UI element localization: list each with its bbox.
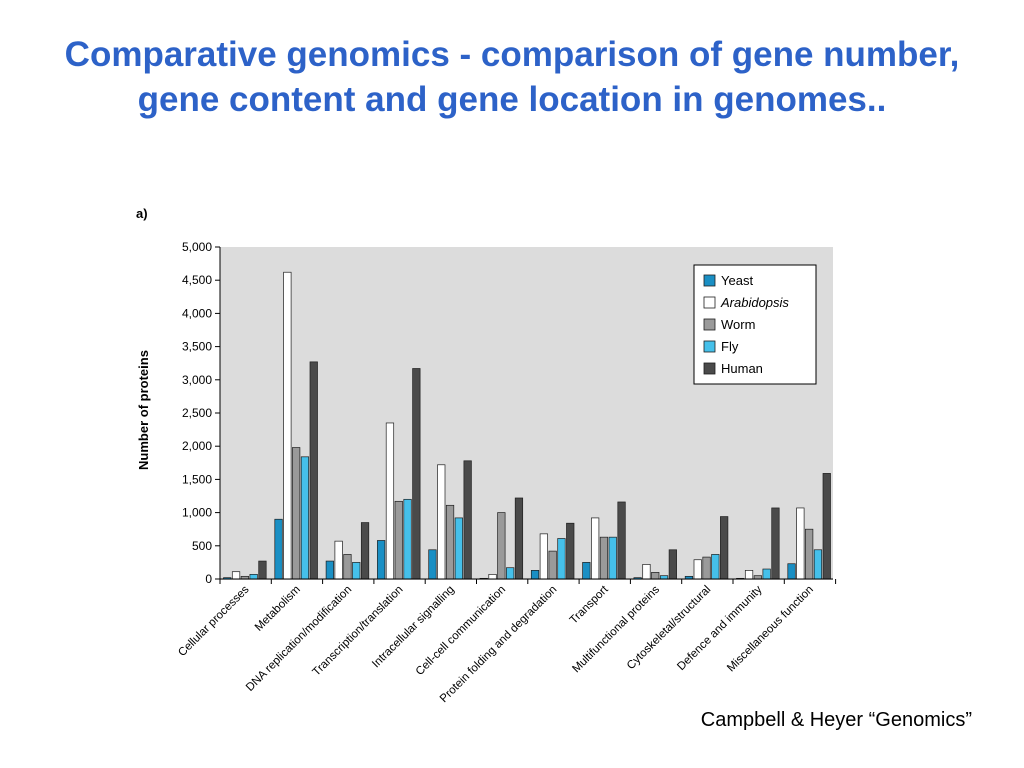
- bar-human-3: [412, 368, 421, 580]
- x-category-label: Multifunctional proteins: [570, 583, 662, 675]
- bar-fly-3: [403, 498, 412, 580]
- bar-arabidopsis-11: [796, 507, 805, 580]
- bar-human-6: [566, 522, 575, 580]
- bar-worm-2: [343, 554, 352, 580]
- slide-title: Comparative genomics - comparison of gen…: [64, 35, 960, 119]
- bar-yeast-4: [428, 549, 437, 580]
- legend-label-arabidopsis: Arabidopsis: [720, 295, 789, 310]
- y-tick-label: 500: [192, 539, 212, 553]
- bar-yeast-3: [377, 540, 386, 580]
- bar-fly-7: [608, 536, 617, 580]
- bar-yeast-7: [582, 562, 591, 580]
- bar-human-1: [309, 361, 318, 580]
- y-tick-label: 3,500: [182, 340, 212, 354]
- legend-swatch-human: [703, 362, 716, 375]
- bar-fly-4: [454, 517, 463, 580]
- x-category-label: Transcription/translation: [311, 584, 406, 679]
- bar-fly-9: [711, 554, 720, 580]
- x-category-label: Miscellaneous function: [725, 584, 816, 675]
- y-axis-label: Number of proteins: [136, 350, 151, 470]
- credit-text: Campbell & Heyer “Genomics”: [700, 709, 972, 731]
- bar-human-9: [720, 516, 729, 580]
- bar-worm-3: [394, 500, 403, 580]
- bar-arabidopsis-4: [437, 464, 446, 580]
- panel-label: a): [136, 206, 148, 221]
- bar-arabidopsis-0: [231, 571, 241, 580]
- legend-swatch-worm: [703, 318, 716, 331]
- bar-human-8: [668, 549, 677, 580]
- x-category-label: Cytoskeletal/structural: [625, 584, 713, 672]
- bar-arabidopsis-8: [642, 564, 651, 580]
- bar-arabidopsis-6: [539, 533, 548, 580]
- y-tick-label: 4,500: [182, 273, 212, 287]
- x-category-label: Cell-cell communication: [414, 584, 508, 678]
- bar-fly-5: [506, 567, 515, 580]
- bar-worm-7: [599, 536, 609, 580]
- legend-label-worm: Worm: [721, 317, 755, 332]
- bar-arabidopsis-5: [488, 573, 497, 580]
- y-tick-label: 1,000: [182, 506, 212, 520]
- bar-fly-10: [762, 568, 771, 580]
- bar-human-4: [463, 460, 472, 580]
- bar-worm-1: [292, 447, 301, 580]
- legend-swatch-yeast: [703, 274, 716, 287]
- y-tick-label: 4,000: [182, 306, 212, 320]
- x-category-label: Defence and immunity: [675, 583, 765, 673]
- bar-worm-11: [805, 528, 814, 580]
- y-tick-label: 0: [205, 572, 212, 586]
- bar-yeast-11: [787, 563, 796, 580]
- y-tick-label: 2,500: [182, 406, 212, 420]
- bar-human-7: [617, 501, 626, 580]
- bar-human-2: [360, 522, 370, 580]
- bar-fly-1: [300, 456, 310, 580]
- legend-swatch-arabidopsis: [703, 296, 716, 309]
- bar-arabidopsis-9: [693, 559, 702, 580]
- legend-label-yeast: Yeast: [721, 273, 753, 288]
- bar-arabidopsis-1: [283, 271, 292, 580]
- bar-fly-0: [249, 573, 258, 580]
- x-category-label: Transport: [568, 583, 612, 627]
- bar-worm-6: [548, 550, 557, 580]
- bars-layer: [223, 271, 831, 580]
- bar-human-10: [771, 507, 780, 580]
- bar-arabidopsis-3: [385, 422, 395, 580]
- bar-human-0: [258, 560, 267, 580]
- bar-fly-11: [813, 549, 823, 580]
- legend-swatch-fly: [703, 340, 716, 353]
- bar-worm-4: [445, 504, 455, 580]
- x-category-label: DNA replication/modification: [244, 584, 354, 694]
- y-tick-label: 5,000: [182, 240, 212, 254]
- bar-human-11: [822, 473, 831, 580]
- x-category-label: Protein folding and degradation: [438, 584, 560, 706]
- x-category-label: Metabolism: [253, 584, 303, 634]
- legend-label-fly: Fly: [721, 339, 739, 354]
- bar-arabidopsis-2: [334, 540, 343, 580]
- bar-arabidopsis-10: [744, 570, 754, 580]
- bar-fly-2: [352, 562, 361, 580]
- bar-arabidopsis-7: [591, 517, 600, 580]
- bar-yeast-1: [274, 518, 283, 580]
- legend-label-human: Human: [721, 361, 763, 376]
- y-tick-label: 1,500: [182, 472, 212, 486]
- legend: Yeast Arabidopsis Worm Fly Human: [693, 264, 817, 385]
- bar-yeast-6: [530, 570, 540, 580]
- y-tick-label: 2,000: [182, 439, 212, 453]
- y-tick-label: 3,000: [182, 373, 212, 387]
- bar-yeast-2: [325, 560, 334, 580]
- bar-worm-9: [702, 556, 711, 580]
- x-category-label: Cellular processes: [176, 583, 252, 659]
- bar-worm-5: [497, 512, 506, 580]
- bar-fly-6: [557, 538, 566, 580]
- bar-worm-8: [651, 572, 660, 580]
- bar-human-5: [514, 497, 524, 580]
